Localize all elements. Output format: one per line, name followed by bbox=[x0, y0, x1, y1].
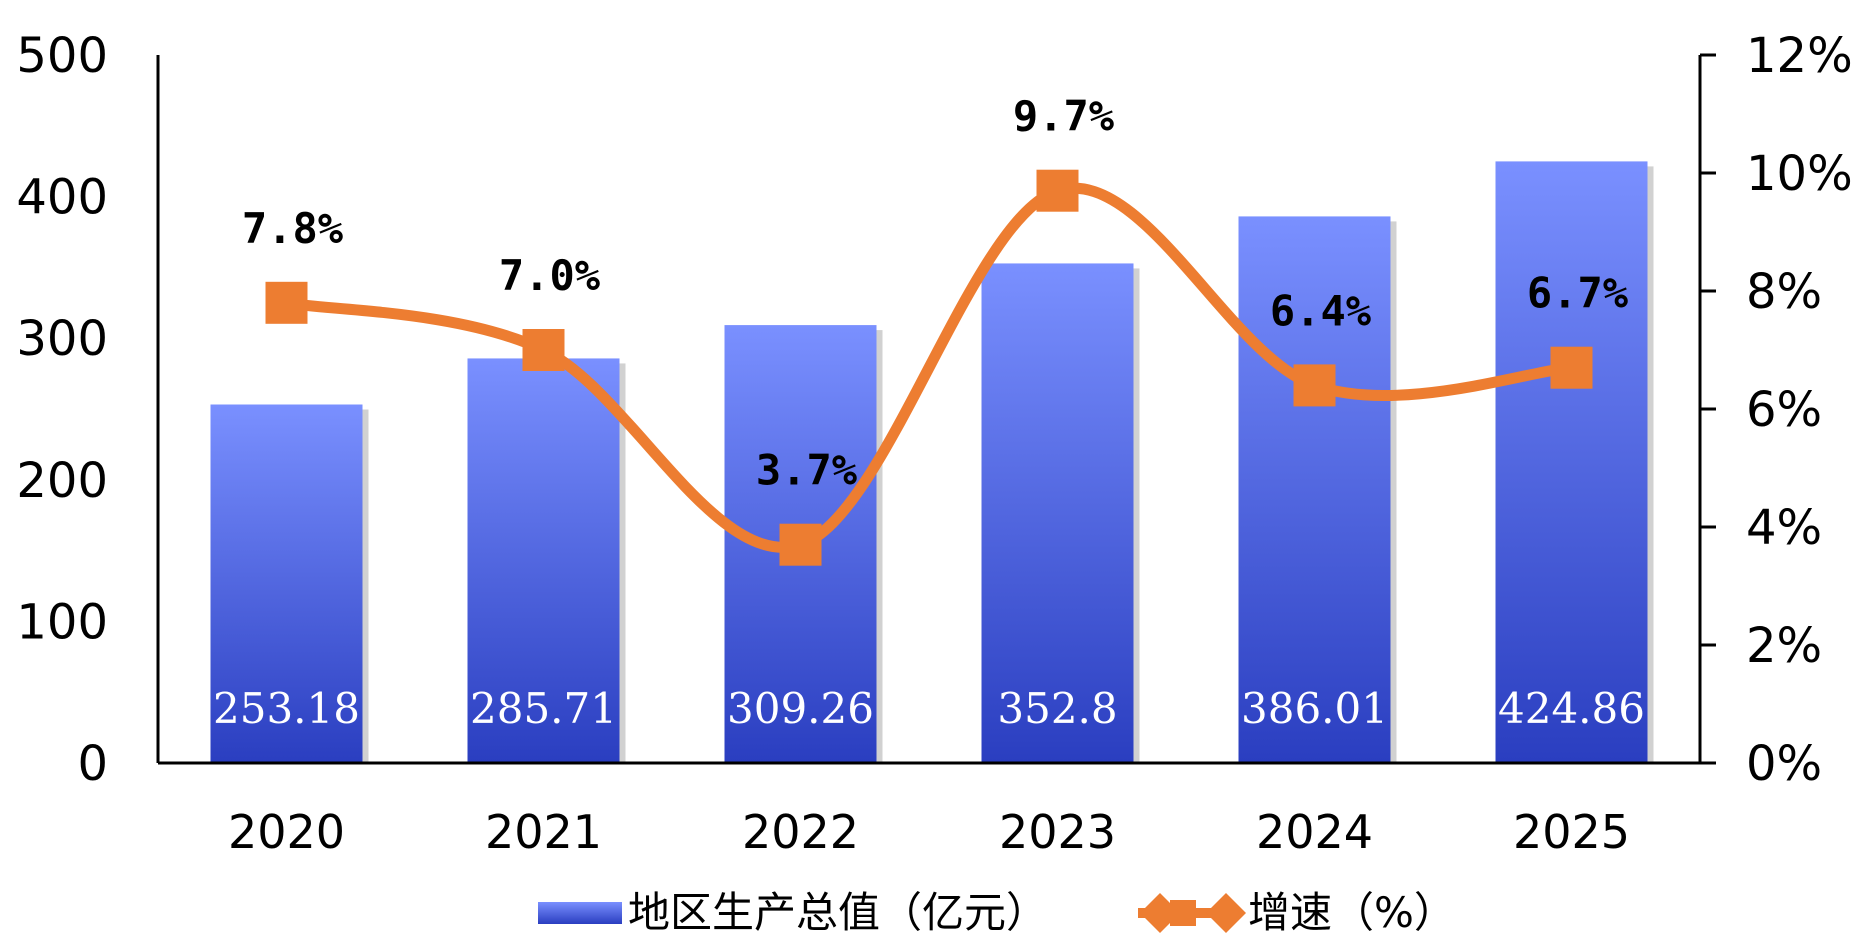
growth-value-label-2025: 6.7% bbox=[1527, 269, 1628, 318]
bar-2023 bbox=[981, 263, 1134, 763]
y-left-tick-label: 400 bbox=[16, 170, 108, 226]
y-left-tick-label: 100 bbox=[16, 594, 108, 650]
bar-2020 bbox=[210, 404, 363, 763]
bar-value-label-2022: 309.26 bbox=[727, 684, 874, 733]
bar-2024 bbox=[1238, 216, 1391, 763]
y-right-tick-label: 0% bbox=[1746, 736, 1822, 792]
growth-value-label-2024: 6.4% bbox=[1270, 286, 1371, 335]
bars-layer bbox=[210, 161, 1654, 763]
growth-marker-2021 bbox=[522, 329, 565, 371]
legend: 地区生产总值（亿元） 增速（%） bbox=[538, 888, 1456, 937]
growth-marker-2023 bbox=[1036, 169, 1079, 212]
y-right-tick-label: 12% bbox=[1746, 28, 1853, 84]
x-tick-label-2021: 2021 bbox=[485, 805, 602, 859]
axes-layer: 0 100 200 300 400 500 0% 2% 4% 6% 8% 10% 12% 2020 2021… bbox=[16, 28, 1852, 859]
legend-swatch-gdp bbox=[538, 902, 622, 924]
x-tick-label-2022: 2022 bbox=[742, 805, 859, 859]
growth-line-layer bbox=[265, 169, 1593, 566]
bar-value-label-2024: 386.01 bbox=[1241, 684, 1388, 733]
growth-value-label-2022: 3.7% bbox=[756, 446, 857, 495]
growth-value-label-2020: 7.8% bbox=[242, 204, 343, 253]
growth-marker-2024 bbox=[1293, 364, 1336, 407]
y-left-tick-label: 200 bbox=[16, 453, 108, 509]
y-left-tick-label: 0 bbox=[77, 736, 108, 792]
bar-2025 bbox=[1495, 161, 1648, 763]
x-tick-label-2025: 2025 bbox=[1513, 805, 1630, 859]
bar-value-label-2023: 352.8 bbox=[997, 684, 1117, 733]
x-tick-label-2023: 2023 bbox=[999, 805, 1116, 859]
labels-layer: 253.18 285.71 309.26 352.8 386.01 424.86 7.8% 7… bbox=[213, 92, 1645, 733]
legend-swatch-growth-square bbox=[1170, 900, 1196, 926]
growth-value-label-2023: 9.7% bbox=[1013, 92, 1114, 141]
growth-marker-2020 bbox=[265, 281, 308, 324]
growth-marker-2025 bbox=[1550, 346, 1593, 389]
y-left-tick-label: 500 bbox=[16, 28, 108, 84]
legend-label-gdp: 地区生产总值（亿元） bbox=[628, 888, 1048, 937]
legend-swatch-growth-diamond-right bbox=[1206, 893, 1246, 933]
growth-value-label-2021: 7.0% bbox=[499, 251, 600, 300]
y-right-tick-label: 2% bbox=[1746, 618, 1822, 674]
y-right-tick-label: 10% bbox=[1746, 146, 1853, 202]
growth-marker-2022 bbox=[779, 523, 822, 566]
x-tick-label-2020: 2020 bbox=[228, 805, 345, 859]
x-tick-label-2024: 2024 bbox=[1256, 805, 1373, 859]
y-right-tick-label: 6% bbox=[1746, 382, 1822, 438]
y-left-tick-label: 300 bbox=[16, 311, 108, 367]
y-right-tick-label: 4% bbox=[1746, 500, 1822, 556]
legend-label-growth: 增速（%） bbox=[1248, 888, 1456, 937]
bar-value-label-2025: 424.86 bbox=[1498, 684, 1645, 733]
bar-2021 bbox=[467, 358, 620, 763]
bar-value-label-2021: 285.71 bbox=[470, 684, 617, 733]
y-right-tick-label: 8% bbox=[1746, 264, 1822, 320]
bar-value-label-2020: 253.18 bbox=[213, 684, 360, 733]
